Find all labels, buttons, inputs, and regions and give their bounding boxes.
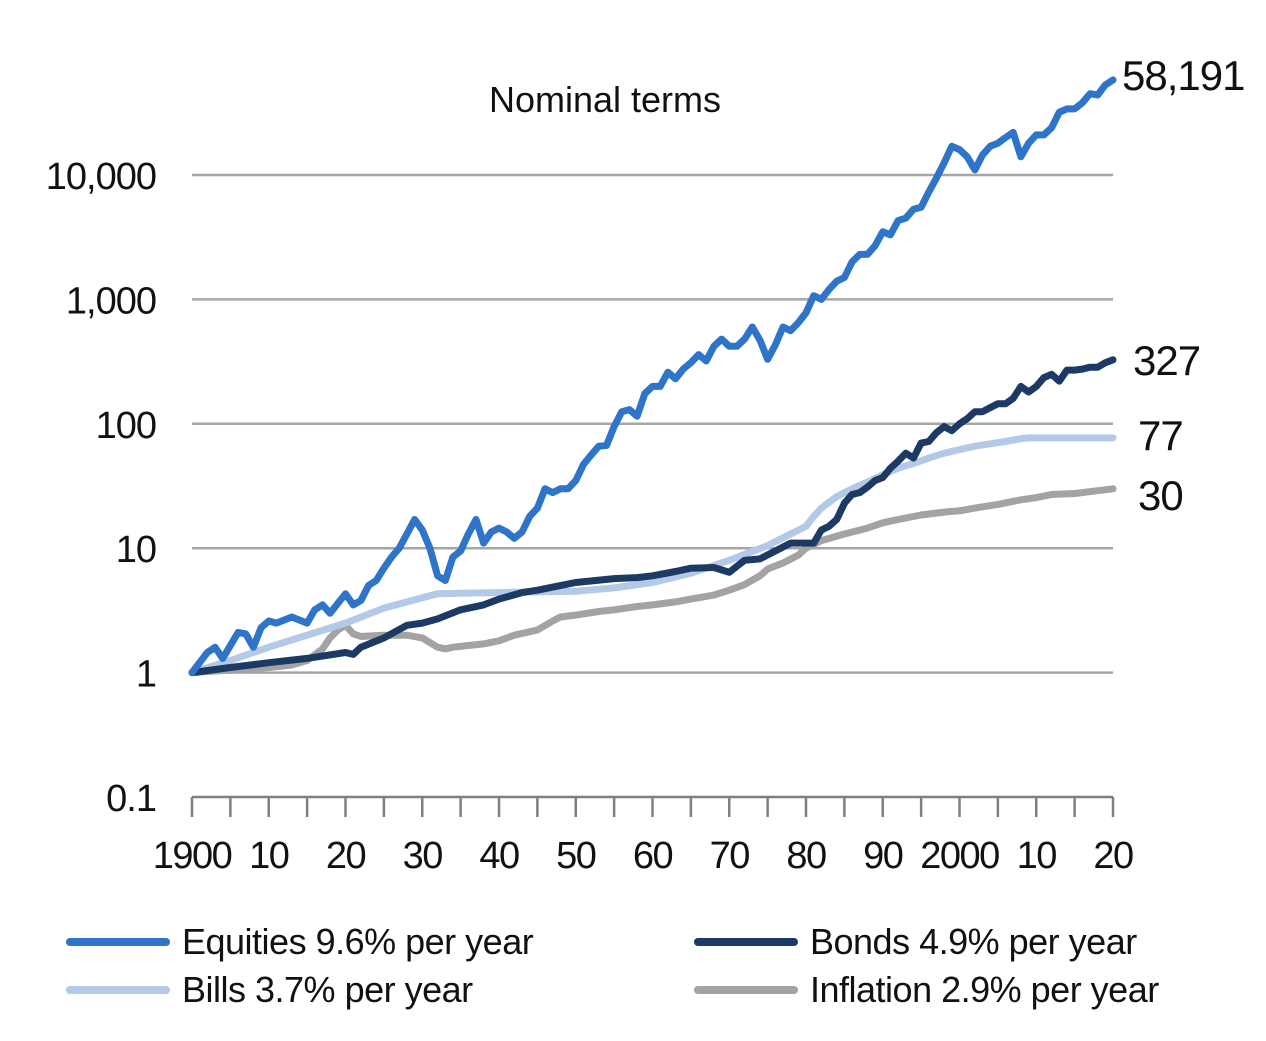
series-line-equities bbox=[188, 76, 1117, 677]
series-line-inflation bbox=[188, 485, 1117, 677]
x-tick-label: 2000 bbox=[920, 835, 999, 877]
x-axis: 1900 10 20 30 40 50 60 70 80 90 2000 10 20 bbox=[153, 795, 1134, 877]
x-tick-label: 10 bbox=[1017, 835, 1057, 877]
y-tick-label: 0.1 bbox=[106, 778, 156, 820]
end-label-bonds: 327 bbox=[1133, 337, 1200, 384]
legend-label-bonds: Bonds 4.9% per year bbox=[810, 921, 1137, 962]
x-tick-label: 80 bbox=[786, 835, 826, 877]
gridlines: 0.1 1 10 100 1,000 10,000 bbox=[46, 156, 1113, 820]
y-tick-label: 100 bbox=[96, 405, 156, 447]
x-tick-label: 70 bbox=[710, 835, 750, 877]
x-tick-label: 50 bbox=[556, 835, 596, 877]
series-line-bills bbox=[188, 434, 1117, 677]
legend-item-inflation: Inflation 2.9% per year bbox=[694, 966, 1159, 1014]
end-label-bills: 77 bbox=[1138, 412, 1183, 459]
y-tick-label: 10,000 bbox=[46, 156, 156, 198]
y-tick-label: 10 bbox=[116, 529, 156, 571]
legend-label-bills: Bills 3.7% per year bbox=[182, 969, 473, 1010]
x-tick-label: 90 bbox=[863, 835, 903, 877]
x-tick-label: 20 bbox=[1093, 835, 1133, 877]
series-lines bbox=[188, 76, 1117, 677]
end-label-inflation: 30 bbox=[1138, 472, 1183, 519]
x-tick-label: 10 bbox=[249, 835, 289, 877]
legend-item-equities: Equities 9.6% per year bbox=[66, 918, 534, 966]
legend-label-equities: Equities 9.6% per year bbox=[182, 921, 534, 962]
legend-swatch-bills bbox=[66, 986, 170, 994]
y-tick-label: 1,000 bbox=[66, 280, 156, 322]
x-tick-label: 1900 bbox=[153, 835, 232, 877]
legend-swatch-bonds bbox=[694, 938, 798, 946]
x-tick-label: 60 bbox=[633, 835, 673, 877]
x-tick-label: 40 bbox=[479, 835, 519, 877]
legend-item-bonds: Bonds 4.9% per year bbox=[694, 918, 1137, 966]
chart-title: Nominal terms bbox=[489, 79, 721, 120]
legend-label-inflation: Inflation 2.9% per year bbox=[810, 969, 1159, 1010]
legend: Equities 9.6% per year Bonds 4.9% per ye… bbox=[0, 915, 1266, 1025]
legend-swatch-equities bbox=[66, 938, 170, 946]
y-tick-label: 1 bbox=[136, 654, 156, 696]
legend-item-bills: Bills 3.7% per year bbox=[66, 966, 473, 1014]
x-tick-label: 30 bbox=[403, 835, 443, 877]
legend-swatch-inflation bbox=[694, 986, 798, 994]
end-label-equities: 58,191 bbox=[1122, 52, 1244, 99]
series-line-bonds bbox=[188, 356, 1117, 677]
x-tick-label: 20 bbox=[326, 835, 366, 877]
end-labels: 58,191 327 77 30 bbox=[1122, 52, 1245, 519]
